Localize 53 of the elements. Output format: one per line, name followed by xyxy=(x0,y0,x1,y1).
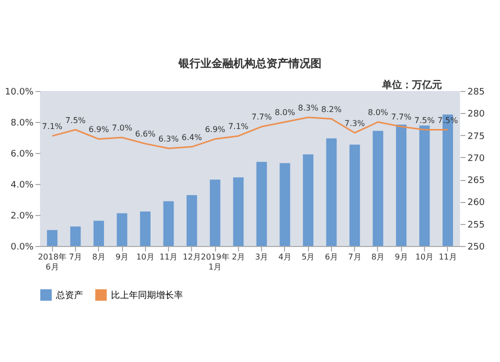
x-tick-label: 7月 xyxy=(348,252,362,262)
x-tick-label: 7月 xyxy=(68,252,82,262)
y-tick-label: 2.0% xyxy=(10,212,34,222)
y2-tick-label: 275 xyxy=(468,132,485,142)
y2-tick-label: 270 xyxy=(468,154,485,164)
data-label: 7.5% xyxy=(414,116,436,125)
y2-tick-label: 265 xyxy=(468,176,485,186)
x-tick-label: 2018年 6月 xyxy=(38,252,66,272)
x-tick-label: 10月 xyxy=(136,252,154,262)
y2-tick-label: 260 xyxy=(468,198,485,208)
data-label: 7.1% xyxy=(42,122,63,131)
data-label: 7.5% xyxy=(65,116,86,125)
data-label: 8.3% xyxy=(298,103,319,112)
y-tick-label: 4.0% xyxy=(10,180,34,190)
text: 单位：万亿元 xyxy=(382,78,442,92)
y2-tick-label: 285 xyxy=(468,88,485,98)
x-tick-label: 10月 xyxy=(415,252,434,262)
data-label: 6.9% xyxy=(204,125,226,134)
legend-label: 比上年同期增长率 xyxy=(111,290,183,301)
y2-tick-label: 255 xyxy=(468,220,485,230)
data-label: 6.4% xyxy=(182,132,202,142)
data-label: 8.2% xyxy=(321,104,342,114)
y-tick-label: 0.0% xyxy=(10,242,34,252)
y2-tick-label: 280 xyxy=(468,110,485,120)
x-tick-label: 9月 xyxy=(115,252,129,262)
y-tick-label: 6.0% xyxy=(10,150,34,160)
x-tick-label: 3月 xyxy=(255,252,268,262)
y-tick-label: 8.0% xyxy=(10,118,34,128)
y2-tick-label: 250 xyxy=(468,242,485,252)
data-label: 7.3% xyxy=(344,118,366,128)
x-tick-label: 8月 xyxy=(92,252,106,262)
data-label: 7.1% xyxy=(228,122,249,131)
data-label: 7.7% xyxy=(391,112,412,122)
y-tick-label: 10.0% xyxy=(4,88,34,98)
legend-label: 总资产 xyxy=(55,290,83,301)
x-tick-label: 11月 xyxy=(438,252,457,262)
data-label: 7.0% xyxy=(112,124,133,132)
x-tick-label: 2月 xyxy=(232,252,245,262)
data-label: 6.6% xyxy=(135,130,156,139)
x-tick-label: 9月 xyxy=(394,252,408,262)
x-tick-label: 4月 xyxy=(278,252,292,262)
x-tick-label: 8月 xyxy=(371,252,385,262)
data-label: 8.0% xyxy=(274,108,296,117)
data-label: 6.3% xyxy=(158,134,180,144)
x-tick-label: 12月 xyxy=(182,252,201,262)
x-tick-label: 5月 xyxy=(302,252,315,262)
x-tick-label: 11月 xyxy=(159,252,178,262)
x-tick-label: 2019年 1月 xyxy=(200,252,230,272)
x-tick-label: 6月 xyxy=(324,252,338,262)
data-label: 8.0% xyxy=(368,108,389,117)
chart-title: 银行业金融机构总资产情况图 xyxy=(178,57,322,70)
data-label: 6.9% xyxy=(88,125,110,134)
data-label: 7.7% xyxy=(251,112,272,122)
